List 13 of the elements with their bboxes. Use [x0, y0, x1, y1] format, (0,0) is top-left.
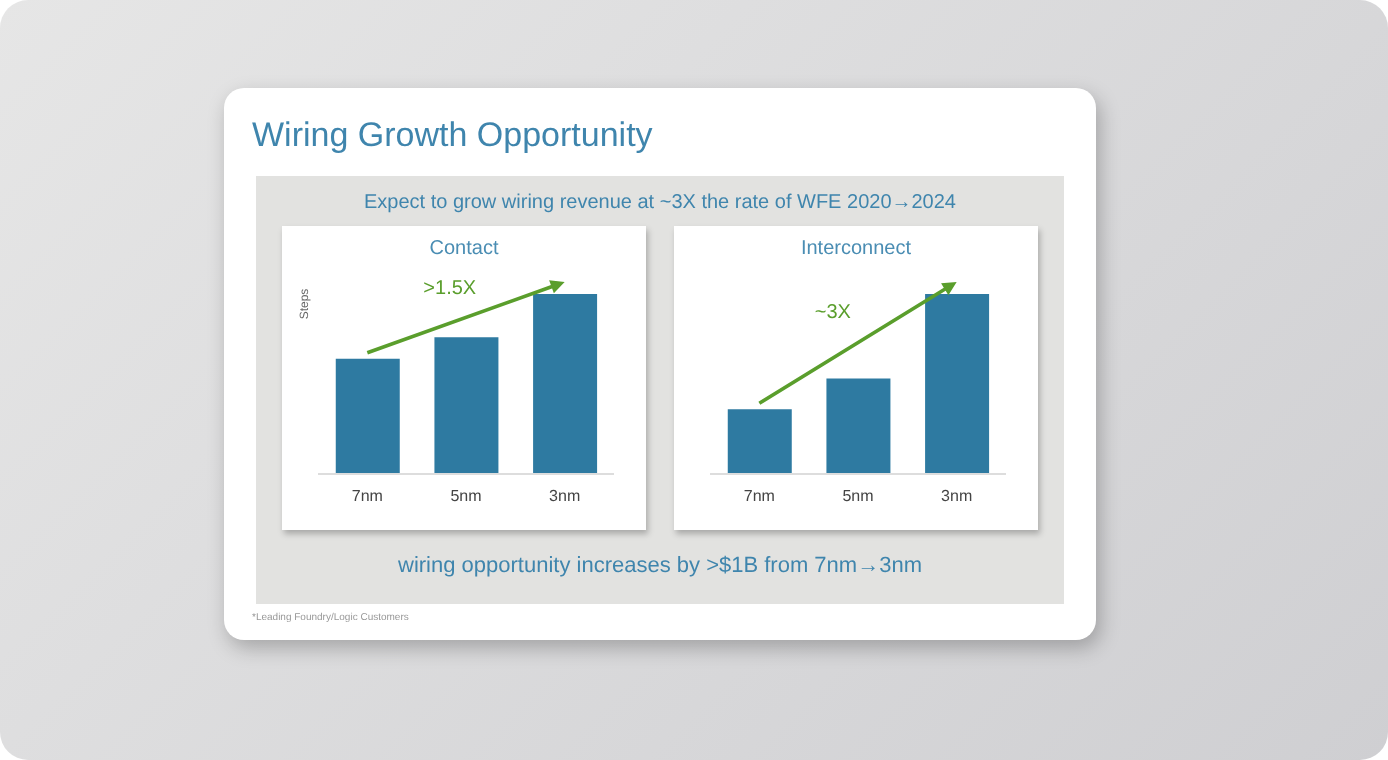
x-tick-label: 3nm — [549, 487, 581, 506]
x-tick-label: 7nm — [743, 487, 776, 506]
x-tick-label: 3nm — [941, 487, 973, 506]
annotation: >1.5X — [421, 277, 479, 300]
chart-title: Contact — [427, 236, 501, 264]
text: Wiring Growth Opportunity — [250, 114, 655, 158]
annotation: ~3X — [812, 302, 853, 325]
x-tick-label: 5nm — [450, 487, 483, 506]
chart-title: Interconnect — [798, 236, 914, 264]
x-tick-label: 7nm — [351, 487, 384, 506]
text: Expect to grow wiring revenue at ~3X the rate of WFE 2020→2024 — [362, 190, 958, 214]
text: wiring opportunity increases by >$1B from 7nm→3nm — [396, 554, 924, 578]
x-tick-label: 5nm — [842, 487, 875, 506]
